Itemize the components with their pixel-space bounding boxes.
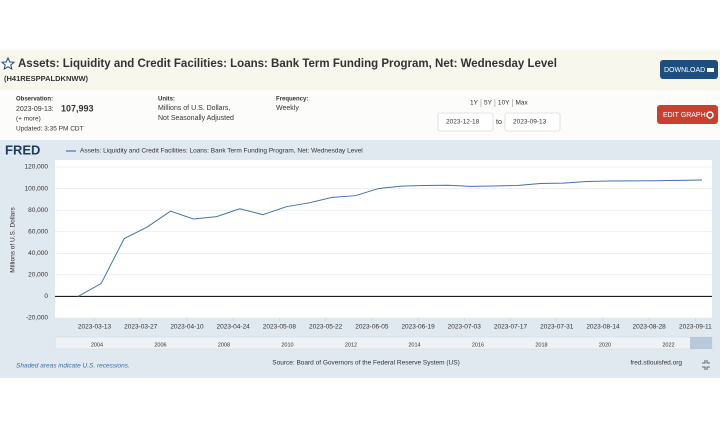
observation-date: 2023-09-13: — [16, 106, 54, 113]
x-tick-label: 2023-07-03 — [448, 324, 482, 331]
title: Assets: Liquidity and Credit Facilities:… — [18, 58, 557, 70]
x-tick-label: 2023-08-28 — [633, 324, 667, 331]
y-tick-label: 40,000 — [28, 250, 48, 257]
x-tick-label: 2023-04-10 — [170, 324, 204, 331]
navigator-handle[interactable] — [690, 337, 712, 349]
navigator-year: 2012 — [345, 342, 357, 348]
navigator-year: 2010 — [281, 342, 293, 348]
legend-label: Assets: Liquidity and Credit Facilities:… — [80, 148, 363, 155]
units: Not Seasonally Adjusted — [158, 115, 234, 122]
navigator-year: 2014 — [408, 342, 420, 348]
start-date: 2023-12-18 — [446, 119, 480, 126]
frequency: Weekly — [276, 105, 299, 112]
site: fred.stlouisfed.org — [630, 360, 682, 367]
recession-note: Shaded areas indicate U.S. recessions. — [16, 363, 130, 370]
button-label: DOWNLOAD — [664, 67, 705, 74]
date-input[interactable] — [504, 112, 561, 132]
navigator-year: 2022 — [662, 342, 674, 348]
header-band — [0, 50, 720, 90]
x-tick-label: 2023-04-24 — [217, 324, 251, 331]
navigator-year: 2008 — [218, 342, 230, 348]
y-tick-label: 80,000 — [28, 207, 48, 214]
range-link[interactable]: Max — [515, 100, 528, 107]
y-tick-label: 120,000 — [25, 164, 49, 171]
navigator-years: 2004 2006 2008 2010 2012 2014 2016 2018 2020 2022 — [91, 342, 675, 348]
logo: FRED — [5, 142, 40, 157]
x-tick-label: 2023-06-05 — [355, 324, 389, 331]
edit-graph-button[interactable]: EDIT GRAPH — [657, 105, 718, 124]
x-tick-label: 2023-06-19 — [401, 324, 435, 331]
button-bg — [657, 105, 718, 124]
x-tick-label: 2023-03-27 — [124, 324, 158, 331]
to-label: to — [496, 119, 502, 126]
button-bg — [660, 60, 718, 79]
info-band — [0, 90, 720, 140]
label: Observation: — [16, 97, 53, 103]
units: Millions of U.S. Dollars, — [158, 105, 230, 112]
range-link[interactable]: 1Y — [470, 100, 479, 107]
x-tick-label: 2023-09-11 — [679, 324, 712, 331]
y-tick-label: -20,000 — [26, 315, 48, 322]
y-tick-label: 60,000 — [28, 228, 48, 235]
more-link[interactable]: (+ more) — [16, 116, 41, 123]
x-tick-label: 2023-07-17 — [494, 324, 528, 331]
source: Source: Board of Governors of the Federa… — [272, 360, 460, 367]
navigator-year: 2006 — [154, 342, 166, 348]
x-tick-label: 2023-05-22 — [309, 324, 343, 331]
x-tick-label: 2023-03-13 — [78, 324, 112, 331]
end-date: 2023-09-13 — [513, 119, 547, 126]
y-tick-label: 20,000 — [28, 272, 48, 279]
label: Units: — [158, 97, 175, 103]
observation-value: 107,993 — [61, 103, 94, 113]
plot: -20,000 0 20,000 40,000 60,000 80,000 100,000 1… — [25, 164, 713, 331]
download-button[interactable]: DOWNLOAD — [660, 60, 718, 79]
x-tick-label: 2023-05-08 — [263, 324, 297, 331]
range-links: 1Y 5Y 10Y Max — [470, 99, 529, 107]
y-axis-label: Millions of U.S. Dollars — [10, 207, 17, 273]
navigator-year: 2016 — [472, 342, 484, 348]
range-link[interactable]: 5Y — [484, 100, 493, 107]
navigator-year: 2018 — [535, 342, 547, 348]
fullscreen-icon[interactable] — [702, 360, 710, 370]
button-label: EDIT GRAPH — [663, 112, 706, 119]
star-icon[interactable] — [0, 56, 16, 71]
navigator-year: 2004 — [91, 342, 103, 348]
y-tick-label: 0 — [44, 293, 48, 300]
label: Frequency: — [276, 97, 308, 103]
gear-icon — [706, 111, 714, 119]
plot-area — [55, 160, 712, 318]
date-input[interactable] — [437, 112, 494, 132]
x-tick-label: 2023-08-14 — [586, 324, 620, 331]
y-tick-label: 100,000 — [25, 185, 49, 192]
download-icon — [707, 68, 714, 72]
x-tick-label: 2023-07-31 — [540, 324, 574, 331]
navigator-year: 2020 — [599, 342, 611, 348]
updated: Updated: 3:35 PM CDT — [16, 126, 84, 133]
series-id: (H41RESPPALDKNWW) — [4, 74, 89, 83]
series-line — [77, 179, 703, 297]
range-link[interactable]: 10Y — [498, 100, 510, 107]
